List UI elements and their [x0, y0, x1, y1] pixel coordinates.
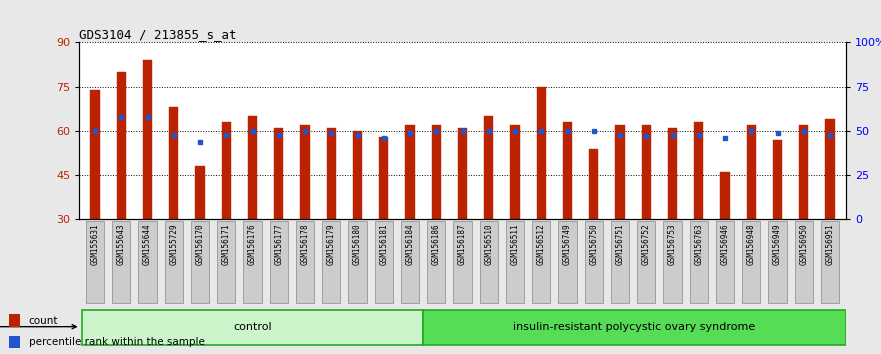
- Bar: [300, 125, 309, 219]
- Text: GSM156171: GSM156171: [222, 223, 231, 264]
- FancyBboxPatch shape: [454, 221, 471, 303]
- Bar: [196, 166, 204, 219]
- Text: GSM156176: GSM156176: [248, 223, 257, 264]
- FancyBboxPatch shape: [690, 221, 708, 303]
- Bar: [432, 125, 440, 219]
- FancyBboxPatch shape: [423, 310, 846, 345]
- FancyBboxPatch shape: [532, 221, 551, 303]
- Bar: [274, 128, 284, 219]
- Bar: [485, 116, 493, 219]
- Text: GSM155644: GSM155644: [143, 223, 152, 264]
- FancyBboxPatch shape: [191, 221, 209, 303]
- Bar: [9, 336, 20, 348]
- FancyBboxPatch shape: [795, 221, 813, 303]
- Text: GSM156180: GSM156180: [353, 223, 362, 264]
- Text: GSM156170: GSM156170: [196, 223, 204, 264]
- Text: GSM156949: GSM156949: [773, 223, 782, 264]
- Bar: [169, 107, 178, 219]
- Text: GSM156181: GSM156181: [380, 223, 389, 264]
- FancyBboxPatch shape: [716, 221, 734, 303]
- Bar: [327, 128, 336, 219]
- Text: control: control: [233, 322, 272, 332]
- Bar: [641, 125, 651, 219]
- Bar: [694, 122, 703, 219]
- Text: GSM156763: GSM156763: [694, 223, 703, 264]
- Bar: [222, 122, 231, 219]
- FancyBboxPatch shape: [742, 221, 760, 303]
- Bar: [458, 128, 467, 219]
- FancyBboxPatch shape: [374, 221, 393, 303]
- FancyBboxPatch shape: [322, 221, 340, 303]
- Text: GSM156184: GSM156184: [405, 223, 415, 264]
- Bar: [721, 172, 729, 219]
- Text: GSM156752: GSM156752: [641, 223, 651, 264]
- Text: percentile rank within the sample: percentile rank within the sample: [28, 337, 204, 347]
- Bar: [668, 128, 677, 219]
- FancyBboxPatch shape: [585, 221, 603, 303]
- FancyBboxPatch shape: [559, 221, 577, 303]
- Bar: [379, 137, 389, 219]
- Bar: [799, 125, 809, 219]
- Text: GSM156951: GSM156951: [825, 223, 834, 264]
- FancyBboxPatch shape: [427, 221, 446, 303]
- Bar: [9, 314, 20, 327]
- Bar: [248, 116, 257, 219]
- FancyBboxPatch shape: [82, 310, 423, 345]
- Text: GSM156751: GSM156751: [616, 223, 625, 264]
- Bar: [773, 140, 782, 219]
- Text: GSM156179: GSM156179: [327, 223, 336, 264]
- FancyBboxPatch shape: [243, 221, 262, 303]
- Bar: [537, 87, 546, 219]
- Bar: [589, 149, 598, 219]
- Text: GSM156187: GSM156187: [458, 223, 467, 264]
- FancyBboxPatch shape: [506, 221, 524, 303]
- Bar: [353, 131, 362, 219]
- FancyBboxPatch shape: [165, 221, 183, 303]
- FancyBboxPatch shape: [138, 221, 157, 303]
- Text: GDS3104 / 213855_s_at: GDS3104 / 213855_s_at: [79, 28, 237, 41]
- FancyBboxPatch shape: [112, 221, 130, 303]
- Bar: [825, 119, 834, 219]
- Bar: [616, 125, 625, 219]
- FancyBboxPatch shape: [348, 221, 366, 303]
- FancyBboxPatch shape: [768, 221, 787, 303]
- Text: GSM156946: GSM156946: [721, 223, 729, 264]
- FancyBboxPatch shape: [85, 221, 104, 303]
- FancyBboxPatch shape: [401, 221, 419, 303]
- Bar: [143, 60, 152, 219]
- FancyBboxPatch shape: [663, 221, 682, 303]
- Text: GSM156948: GSM156948: [747, 223, 756, 264]
- Text: GSM156512: GSM156512: [537, 223, 545, 264]
- FancyBboxPatch shape: [637, 221, 655, 303]
- Text: disease state: disease state: [0, 322, 77, 332]
- Bar: [91, 90, 100, 219]
- Text: insulin-resistant polycystic ovary syndrome: insulin-resistant polycystic ovary syndr…: [514, 322, 756, 332]
- Text: count: count: [28, 316, 58, 326]
- Text: GSM156753: GSM156753: [668, 223, 677, 264]
- Bar: [747, 125, 756, 219]
- Text: GSM155643: GSM155643: [117, 223, 126, 264]
- FancyBboxPatch shape: [479, 221, 498, 303]
- Text: GSM156511: GSM156511: [510, 223, 520, 264]
- Text: GSM156186: GSM156186: [432, 223, 440, 264]
- Text: GSM156178: GSM156178: [300, 223, 309, 264]
- Bar: [510, 125, 520, 219]
- Text: GSM156750: GSM156750: [589, 223, 598, 264]
- Bar: [116, 72, 126, 219]
- FancyBboxPatch shape: [296, 221, 315, 303]
- FancyBboxPatch shape: [611, 221, 629, 303]
- Text: GSM156950: GSM156950: [799, 223, 808, 264]
- Bar: [563, 122, 572, 219]
- Text: GSM156749: GSM156749: [563, 223, 572, 264]
- Text: GSM156177: GSM156177: [274, 223, 284, 264]
- Bar: [405, 125, 415, 219]
- Text: GSM156510: GSM156510: [485, 223, 493, 264]
- FancyBboxPatch shape: [217, 221, 235, 303]
- FancyBboxPatch shape: [821, 221, 840, 303]
- Text: GSM155729: GSM155729: [169, 223, 178, 264]
- Text: GSM155631: GSM155631: [91, 223, 100, 264]
- FancyBboxPatch shape: [270, 221, 288, 303]
